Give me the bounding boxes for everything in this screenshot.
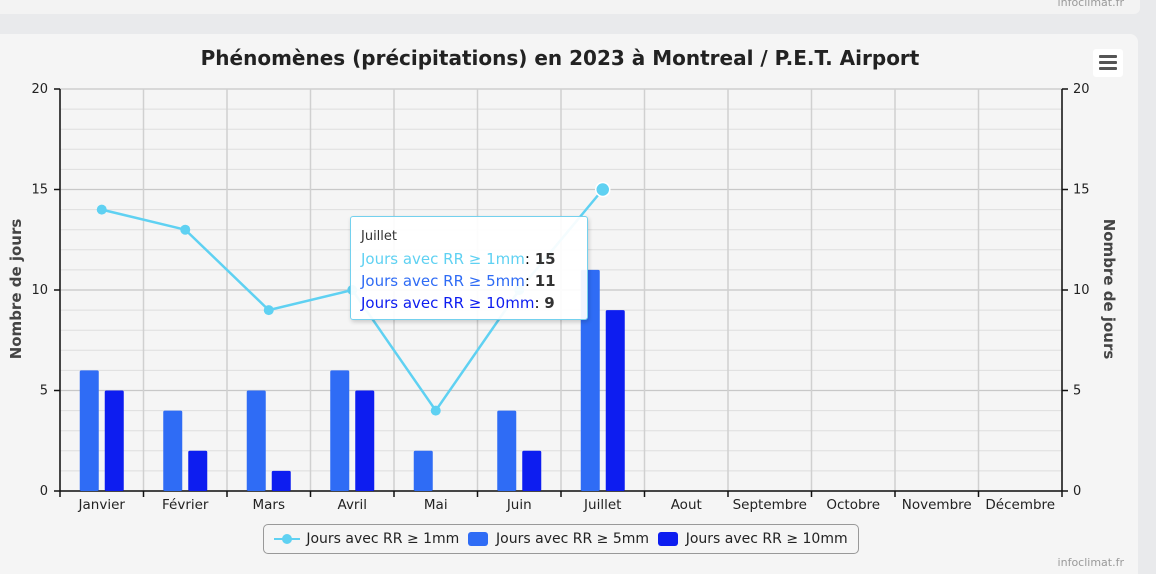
x-tick-label: Janvier (78, 497, 126, 513)
bar-rr5mm (497, 410, 517, 491)
point-rr1mm (180, 224, 191, 235)
tooltip-row-value: 9 (544, 294, 555, 312)
credit-bottom[interactable]: infoclimat.fr (1057, 556, 1124, 569)
top-strip (0, 0, 1140, 14)
bar-rr10mm (355, 390, 375, 491)
y-tick-label-left: 5 (40, 384, 48, 399)
bar-rr5mm (413, 450, 433, 491)
legend-label: Jours avec RR ≥ 10mm (685, 531, 848, 547)
y-tick-label-right: 20 (1073, 82, 1090, 97)
bar-rr5mm (79, 370, 99, 491)
bar-rr10mm (271, 470, 291, 491)
x-tick-label: Octobre (826, 497, 880, 513)
chart-title: Phénomènes (précipitations) en 2023 à Mo… (200, 46, 920, 70)
bar-rr5mm (330, 370, 350, 491)
tooltip-row-label: Jours avec RR ≥ 1mm (361, 250, 525, 268)
legend-item-rr10mm[interactable]: Jours avec RR ≥ 10mm (657, 531, 848, 547)
y-axis-label-left: Nombre de jours (7, 219, 25, 360)
chart-legend: Jours avec RR ≥ 1mm Jours avec RR ≥ 5mm … (263, 524, 859, 554)
y-tick-label-right: 0 (1073, 484, 1081, 499)
bar-rr10mm (104, 390, 124, 491)
y-tick-label-right: 15 (1073, 183, 1090, 198)
tooltip: Juillet Jours avec RR ≥ 1mm: 15 Jours av… (350, 216, 588, 320)
x-tick-label: Décembre (985, 497, 1055, 513)
tooltip-row: Jours avec RR ≥ 5mm: 11 (361, 272, 556, 290)
tooltip-row-label: Jours avec RR ≥ 5mm (361, 272, 525, 290)
point-rr1mm (96, 204, 107, 215)
y-tick-label-left: 20 (31, 82, 48, 97)
axes: 0 0 5 5 10 10 15 15 20 20 Janvier Février Mars Avril M… (31, 82, 1089, 513)
y-tick-label-left: 15 (31, 183, 48, 198)
legend-item-rr1mm[interactable]: Jours avec RR ≥ 1mm (274, 531, 459, 547)
x-tick-label: Février (162, 497, 209, 513)
hamburger-icon (1099, 61, 1117, 64)
legend-label: Jours avec RR ≥ 1mm (306, 531, 460, 547)
x-tick-label: Aout (671, 497, 702, 513)
tooltip-row-value: 11 (534, 272, 556, 290)
point-rr1mm (430, 405, 441, 416)
x-tick-label: Mai (424, 497, 448, 513)
chart-menu-button[interactable] (1093, 49, 1123, 77)
y-tick-label-right: 5 (1073, 384, 1081, 399)
tooltip-row: Jours avec RR ≥ 1mm: 15 (361, 250, 556, 268)
y-tick-label-left: 10 (31, 283, 48, 298)
y-axis-label-right: Nombre de jours (1100, 219, 1118, 360)
tooltip-row: Jours avec RR ≥ 10mm: 9 (361, 294, 555, 312)
legend-item-rr5mm[interactable]: Jours avec RR ≥ 5mm (468, 531, 649, 547)
bar-rr10mm (605, 310, 625, 491)
legend-swatch-icon (657, 532, 678, 546)
bar-rr10mm (188, 450, 208, 491)
hamburger-icon (1099, 55, 1117, 58)
hamburger-icon (1099, 67, 1117, 70)
x-tick-label: Novembre (902, 497, 972, 513)
x-tick-label: Juillet (583, 497, 621, 513)
bar-rr5mm (580, 269, 600, 491)
x-tick-label: Septembre (733, 497, 807, 513)
x-tick-label: Juin (506, 497, 532, 513)
credit-top[interactable]: infoclimat.fr (1057, 0, 1124, 9)
x-tick-label: Avril (338, 497, 368, 513)
point-rr1mm (263, 305, 274, 316)
x-tick-label: Mars (252, 497, 285, 513)
tooltip-header: Juillet (361, 229, 398, 244)
legend-label: Jours avec RR ≥ 5mm (496, 531, 650, 547)
bar-rr5mm (163, 410, 183, 491)
legend-line-marker-icon (274, 534, 301, 544)
bar-rr5mm (246, 390, 266, 491)
y-tick-label-left: 0 (40, 484, 48, 499)
tooltip-row-value: 15 (534, 250, 556, 268)
bars (79, 269, 625, 491)
bar-rr10mm (522, 450, 542, 491)
tooltip-row-label: Jours avec RR ≥ 10mm (361, 294, 535, 312)
legend-swatch-icon (468, 532, 489, 546)
y-tick-label-right: 10 (1073, 283, 1090, 298)
point-rr1mm (595, 181, 611, 198)
